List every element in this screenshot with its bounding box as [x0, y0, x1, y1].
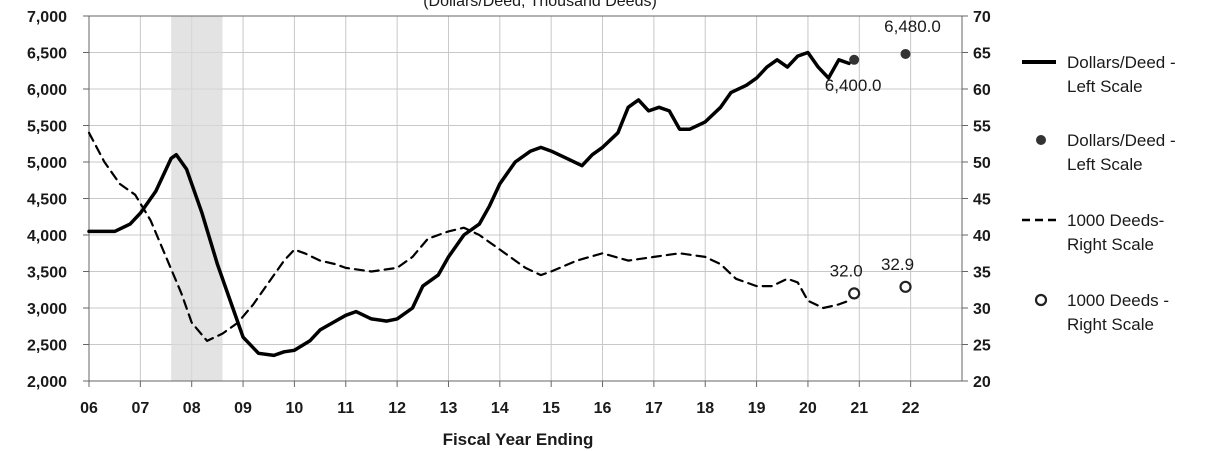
x-axis-tick-label: 13 [440, 400, 458, 417]
legend-label: Left Scale [1067, 77, 1143, 96]
x-axis-tick-label: 20 [799, 400, 817, 417]
x-axis-tick-label: 21 [850, 400, 868, 417]
right-axis-tick-label: 20 [973, 374, 991, 391]
legend-label: Dollars/Deed - [1067, 53, 1176, 72]
right-axis-tick-label: 65 [973, 46, 991, 63]
right-axis-tick-label: 55 [973, 119, 991, 136]
legend-swatch-filled-marker [1036, 135, 1046, 145]
legend: Dollars/Deed - Left Scale Dollars/Deed - Le… [1022, 53, 1176, 334]
x-axis-tick-label: 18 [696, 400, 714, 417]
left-axis-ticks: 2,000 2,500 3,000 3,500 4,000 4,500 5,000 5,500… [27, 9, 89, 391]
left-axis-tick-label: 2,500 [27, 338, 67, 355]
x-axis-ticks: 06 07 08 09 10 11 12 13 14 15 16 17 18 19 20 21 22 [80, 381, 920, 417]
legend-label: Right Scale [1067, 315, 1154, 334]
data-label: 6,400.0 [825, 76, 882, 95]
right-axis-tick-label: 25 [973, 338, 991, 355]
x-axis-tick-label: 15 [542, 400, 560, 417]
left-axis-tick-label: 5,000 [27, 155, 67, 172]
right-axis-tick-label: 60 [973, 82, 991, 99]
point-marker-deeds [899, 280, 912, 293]
left-axis-tick-label: 6,500 [27, 46, 67, 63]
left-axis-tick-label: 7,000 [27, 9, 67, 26]
x-axis-tick-label: 10 [286, 400, 304, 417]
right-axis-tick-label: 45 [973, 192, 991, 209]
right-axis-tick-label: 70 [973, 9, 991, 26]
x-axis-tick-label: 08 [183, 400, 201, 417]
x-axis-tick-label: 09 [234, 400, 252, 417]
legend-label: 1000 Deeds - [1067, 291, 1169, 310]
legend-label: Right Scale [1067, 235, 1154, 254]
data-label: 6,480.0 [884, 17, 941, 36]
legend-label: Dollars/Deed - [1067, 131, 1176, 150]
legend-label: 1000 Deeds- [1067, 211, 1164, 230]
x-axis-tick-label: 16 [594, 400, 612, 417]
legend-swatch-open-marker [1034, 293, 1048, 307]
left-axis-tick-label: 4,000 [27, 228, 67, 245]
left-axis-tick-label: 4,500 [27, 192, 67, 209]
right-axis-tick-label: 50 [973, 155, 991, 172]
right-axis-ticks: 20 25 30 35 40 45 50 55 60 65 70 [962, 9, 991, 391]
series-line-deeds [87, 131, 851, 342]
chart-subtitle: (Dollars/Deed, Thousand Deeds) [423, 0, 657, 10]
point-marker-deeds [848, 287, 861, 300]
data-label: 32.0 [830, 261, 863, 280]
x-axis-tick-label: 22 [902, 400, 920, 417]
x-axis-tick-label: 17 [645, 400, 663, 417]
annotations: 6,400.0 6,480.0 32.0 32.9 [825, 17, 941, 280]
x-axis-tick-label: 14 [491, 400, 509, 417]
x-axis-tick-label: 11 [337, 400, 354, 417]
x-axis-label: Fiscal Year Ending [443, 430, 594, 449]
x-axis-tick-label: 12 [388, 400, 406, 417]
legend-label: Left Scale [1067, 155, 1143, 174]
x-axis-tick-label: 07 [131, 400, 149, 417]
point-marker-dollars-per-deed [900, 48, 911, 59]
x-axis-tick-label: 19 [748, 400, 766, 417]
series-layer [87, 48, 912, 358]
point-marker-dollars-per-deed [849, 54, 860, 65]
left-axis-tick-label: 6,000 [27, 82, 67, 99]
left-axis-tick-label: 2,000 [27, 374, 67, 391]
right-axis-tick-label: 30 [973, 301, 991, 318]
right-axis-tick-label: 40 [973, 228, 991, 245]
left-axis-tick-label: 3,500 [27, 265, 67, 282]
series-line-dollars-per-deed [87, 50, 851, 358]
left-axis-tick-label: 3,000 [27, 301, 67, 318]
data-label: 32.9 [881, 255, 914, 274]
x-axis-tick-label: 06 [80, 400, 98, 417]
left-axis-tick-label: 5,500 [27, 119, 67, 136]
right-axis-tick-label: 35 [973, 265, 991, 282]
